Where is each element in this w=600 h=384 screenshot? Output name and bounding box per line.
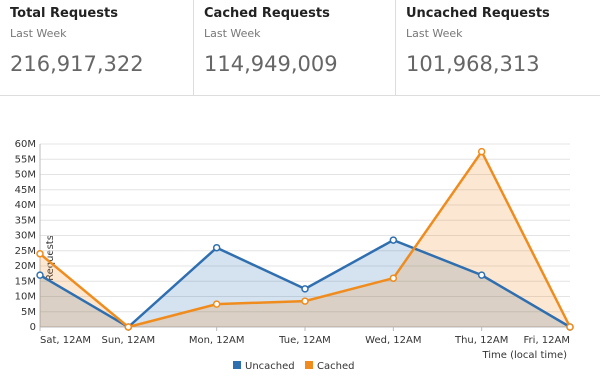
x-tick-label: Mon, 12AM bbox=[189, 335, 245, 346]
y-tick-label: 20M bbox=[15, 261, 36, 272]
chart: Requests Time (local time) 0 5M 10M 15M 20M 2… bbox=[15, 139, 574, 372]
point bbox=[212, 243, 221, 252]
stat-title: Total Requests bbox=[10, 6, 118, 21]
area bbox=[40, 151, 570, 327]
y-tick-label: 0 bbox=[30, 322, 36, 333]
y-axis-title: Requests bbox=[45, 235, 56, 281]
y-tick-label: 10M bbox=[15, 292, 36, 303]
point bbox=[301, 285, 309, 293]
stat-cards: Total Requests Last Week 216,917,322 Cac… bbox=[0, 0, 600, 96]
x-tick-label: Wed, 12AM bbox=[365, 335, 421, 346]
x-tick-label: Tue, 12AM bbox=[278, 335, 331, 346]
y-tick-label: 50M bbox=[15, 170, 36, 181]
stat-card: Total Requests Last Week 216,917,322 bbox=[0, 0, 193, 95]
stat-subtitle: Last Week bbox=[204, 27, 261, 40]
point bbox=[389, 274, 398, 282]
stat-value: 101,968,313 bbox=[406, 52, 540, 76]
legend-swatch bbox=[305, 361, 313, 369]
stat-title: Cached Requests bbox=[204, 6, 330, 21]
x-axis-title: Time (local time) bbox=[481, 350, 567, 361]
y-tick-label: 55M bbox=[15, 154, 36, 165]
y-tick-label: 35M bbox=[15, 215, 36, 226]
point bbox=[389, 236, 398, 244]
y-tick-label: 15M bbox=[15, 276, 36, 287]
x-tick-label: Sun, 12AM bbox=[102, 335, 156, 346]
legend-label: Cached bbox=[317, 361, 354, 372]
y-tick-label: 40M bbox=[15, 200, 36, 211]
legend-label: Uncached bbox=[245, 361, 295, 372]
stat-subtitle: Last Week bbox=[406, 27, 463, 40]
point bbox=[36, 271, 44, 279]
stat-value: 114,949,009 bbox=[204, 52, 338, 76]
point bbox=[301, 297, 309, 305]
x-tick-label: Thu, 12AM bbox=[454, 335, 508, 346]
y-tick-label: 60M bbox=[15, 139, 36, 150]
stat-title: Uncached Requests bbox=[406, 6, 550, 21]
y-tick-label: 45M bbox=[15, 185, 36, 196]
stat-value: 216,917,322 bbox=[10, 52, 144, 76]
stat-card: Cached Requests Last Week 114,949,009 bbox=[193, 0, 395, 95]
point bbox=[477, 147, 486, 156]
stat-card: Uncached Requests Last Week 101,968,313 bbox=[395, 0, 600, 95]
x-tick-label: Fri, 12AM bbox=[524, 335, 570, 346]
y-tick-label: 25M bbox=[15, 246, 36, 257]
point bbox=[477, 271, 486, 279]
point bbox=[566, 323, 574, 331]
area bbox=[40, 240, 570, 327]
y-tick-label: 30M bbox=[15, 231, 36, 242]
point bbox=[124, 323, 133, 331]
legend-swatch bbox=[233, 361, 241, 369]
point bbox=[212, 300, 221, 308]
stat-subtitle: Last Week bbox=[10, 27, 67, 40]
x-tick-label: Sat, 12AM bbox=[40, 335, 91, 346]
y-tick-label: 5M bbox=[21, 307, 36, 318]
point bbox=[36, 250, 44, 258]
